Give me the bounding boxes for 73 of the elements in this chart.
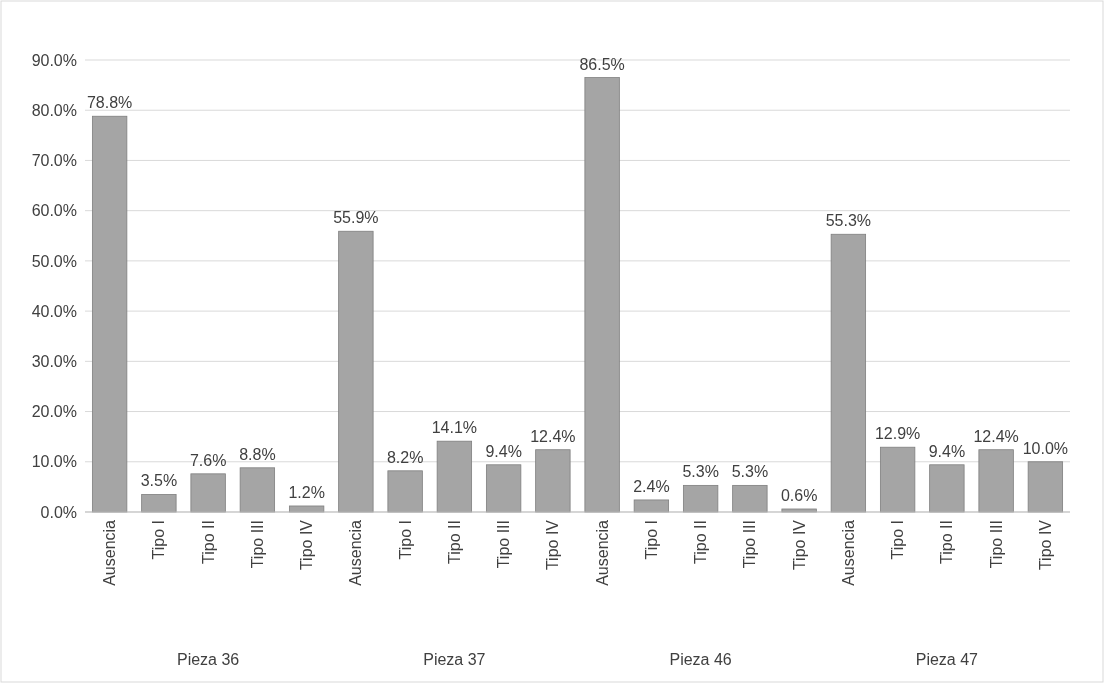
data-label: 9.4%: [485, 442, 522, 460]
bar: [436, 440, 473, 513]
x-tick-label: Tipo IV: [298, 519, 316, 571]
data-label: 0.6%: [780, 486, 818, 504]
bar: [485, 464, 522, 513]
x-tick-label: Tipo I: [642, 520, 660, 560]
x-tick-label: Tipo II: [692, 520, 710, 564]
data-label: 55.9%: [333, 209, 379, 227]
x-tick-label: Ausencia: [839, 519, 857, 586]
x-tick-label: Tipo III: [248, 520, 266, 569]
bar: [239, 467, 276, 513]
data-label: 8.8%: [239, 445, 276, 463]
x-tick-label: Tipo II: [445, 520, 463, 564]
data-label: 12.4%: [530, 427, 576, 445]
data-label: 10.0%: [1022, 439, 1069, 457]
bar: [1027, 461, 1064, 513]
x-tick-label: Ausencia: [347, 519, 365, 586]
x-tick-label: Tipo I: [396, 520, 414, 560]
data-label: 2.4%: [633, 477, 670, 495]
x-tick-label: Tipo III: [495, 520, 513, 569]
data-label: 86.5%: [579, 55, 625, 73]
data-label: 78.8%: [86, 94, 133, 112]
bar: [929, 464, 965, 513]
x-tick-label: Tipo IV: [1036, 519, 1054, 571]
bar: [535, 449, 571, 513]
x-tick-label: Ausencia: [593, 519, 611, 586]
bar: [633, 499, 670, 513]
data-label: 9.4%: [928, 442, 966, 460]
bar: [584, 77, 620, 513]
x-tick-label: Tipo III: [987, 520, 1005, 569]
y-tick-label: 70.0%: [31, 152, 77, 170]
text: Pieza 46: [669, 651, 732, 668]
bar: [978, 449, 1014, 513]
x-tick-label: Tipo I: [889, 520, 907, 560]
bar: [288, 505, 325, 513]
x-tick-label: Ausencia: [101, 519, 119, 586]
bar: [732, 484, 768, 513]
x-tick-label: Tipo IV: [790, 519, 808, 571]
y-tick-label: 40.0%: [31, 302, 77, 320]
text: Pieza 47: [915, 651, 979, 668]
bar: [879, 446, 916, 513]
text: Pieza 37: [423, 651, 486, 668]
data-label: 1.2%: [288, 483, 325, 501]
bar: [682, 484, 719, 513]
data-label: 55.3%: [825, 212, 872, 230]
data-label: 5.3%: [731, 463, 769, 481]
y-tick-label: 90.0%: [31, 51, 77, 69]
bar: [141, 494, 177, 513]
data-label: 3.5%: [140, 472, 178, 490]
bar: [91, 115, 128, 513]
x-tick-label: Tipo IV: [544, 519, 562, 571]
data-label: 7.6%: [189, 451, 227, 469]
data-label: 12.9%: [874, 425, 921, 443]
y-tick-label: 60.0%: [31, 202, 77, 220]
x-tick-label: Tipo I: [150, 520, 168, 560]
y-tick-label: 80.0%: [31, 101, 77, 119]
data-label: 8.2%: [386, 448, 424, 466]
data-label: 5.3%: [682, 463, 719, 481]
y-tick-label: 20.0%: [31, 403, 77, 421]
bar: [387, 470, 423, 513]
x-tick-label: Tipo III: [741, 520, 759, 569]
bar: [338, 230, 374, 513]
y-tick-label: 0.0%: [40, 503, 77, 521]
y-tick-label: 30.0%: [31, 352, 77, 370]
bar: [830, 233, 867, 513]
text: Pieza 36: [176, 651, 240, 668]
x-tick-label: Tipo II: [938, 520, 956, 564]
y-tick-label: 50.0%: [31, 252, 77, 270]
x-tick-label: Tipo II: [199, 520, 217, 564]
y-tick-label: 10.0%: [31, 453, 77, 471]
data-label: 14.1%: [431, 419, 478, 437]
bar: [190, 473, 226, 513]
data-label: 12.4%: [973, 427, 1019, 445]
